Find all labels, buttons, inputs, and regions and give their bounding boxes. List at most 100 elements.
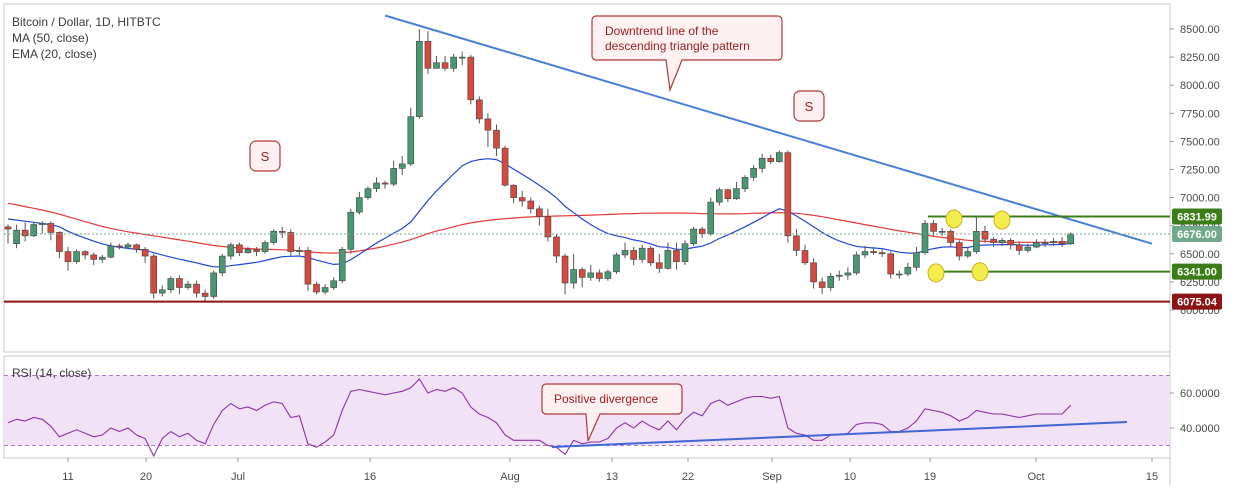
candle-body: [424, 41, 432, 69]
candle-body: [321, 287, 329, 293]
candle-body: [167, 278, 175, 291]
candle-body: [30, 224, 38, 237]
grid: [3, 3, 1171, 486]
candle-body: [578, 269, 586, 278]
candle-body: [270, 231, 277, 243]
candle-body: [236, 244, 243, 253]
candle-body: [681, 243, 689, 262]
ma-legend-item: MA (50, close): [12, 31, 89, 45]
candle-body: [895, 273, 903, 276]
candle-body: [835, 274, 843, 277]
candle-body: [501, 147, 509, 186]
candle-body: [921, 223, 929, 253]
candle-body: [150, 255, 157, 294]
candle-body: [381, 182, 389, 185]
price-label-text: 6341.00: [1177, 267, 1217, 279]
candle-body: [870, 251, 877, 253]
candle-body: [227, 244, 235, 257]
candle-body: [544, 216, 552, 238]
price-label-text: 6831.99: [1177, 211, 1217, 223]
candle-body: [844, 272, 852, 276]
candle-body: [1024, 246, 1032, 251]
candle-body: [793, 235, 800, 251]
candle-body: [887, 253, 895, 275]
candle-body: [647, 247, 655, 264]
candle-body: [253, 249, 260, 252]
downtrend-line: [384, 14, 1153, 245]
candle-body: [398, 163, 406, 169]
rsi-callout-box: [541, 383, 683, 442]
touch-marker: [971, 262, 989, 282]
time-tick-label: 15: [1146, 471, 1158, 483]
price-label-box: [1172, 226, 1222, 243]
candle-body: [13, 229, 20, 244]
candle-body: [38, 223, 46, 225]
candle-body: [116, 245, 123, 248]
candle-body: [767, 157, 775, 162]
candle-body: [450, 56, 457, 69]
candle-body: [218, 255, 226, 274]
candlesticks: [4, 29, 1074, 302]
candle-body: [56, 232, 63, 252]
candle-body: [1050, 241, 1057, 243]
candle-body: [570, 269, 577, 284]
candle-body: [390, 168, 397, 185]
candle-body: [313, 283, 320, 293]
candle-body: [330, 280, 337, 288]
candle-body: [407, 116, 415, 165]
candle-body: [73, 251, 80, 262]
time-tick-label: 16: [364, 471, 376, 483]
candle-body: [1067, 233, 1074, 244]
price-tick-label: 8250.00: [1180, 52, 1220, 64]
price-panel-frame: [3, 3, 1171, 353]
trend-callout-text: descending triangle pattern: [605, 39, 750, 53]
candle-body: [998, 240, 1006, 243]
time-tick-label: Sep: [762, 471, 782, 483]
candle-body: [964, 251, 972, 257]
candle-body: [938, 231, 946, 233]
candle-body: [810, 262, 817, 283]
candle-body: [1041, 242, 1049, 244]
candle-body: [801, 250, 809, 264]
s-label-text: S: [805, 99, 814, 114]
candle-body: [261, 242, 269, 252]
candle-body: [81, 251, 89, 256]
candle-body: [733, 188, 740, 200]
time-tick-label: 10: [844, 471, 856, 483]
time-tick-label: Aug: [500, 471, 520, 483]
price-tick-label: 7750.00: [1180, 108, 1220, 120]
touch-marker: [993, 210, 1011, 230]
candle-body: [21, 229, 29, 237]
candle-body: [698, 228, 706, 234]
price-label-text: 6075.04: [1177, 297, 1218, 309]
candle-body: [141, 249, 149, 257]
candle-body: [973, 231, 980, 252]
candle-body: [4, 226, 12, 230]
price-tick-label: 7000.00: [1180, 193, 1220, 205]
candle-body: [784, 152, 792, 237]
chart-legend: Bitcoin / Dollar, 1D, HITBTC MA (50, clo…: [12, 14, 161, 62]
candle-body: [176, 278, 183, 288]
ema-20-line: [7, 158, 1071, 268]
candle-body: [664, 250, 672, 269]
rsi-tick-label: 60.0000: [1180, 388, 1220, 400]
candle-body: [716, 189, 723, 203]
trend-callout-box: [591, 15, 783, 93]
candle-body: [133, 244, 140, 250]
rsi-panel: 60.0000 40.0000 Positive divergence: [4, 375, 1220, 458]
pattern-lines: [4, 14, 1170, 303]
candle-body: [347, 211, 355, 250]
time-tick-label: 22: [682, 471, 694, 483]
candle-body: [184, 283, 192, 288]
candle-body: [955, 242, 963, 257]
candle-body: [930, 223, 937, 232]
candle-body: [1033, 242, 1040, 248]
price-tick-label: 6500.00: [1180, 249, 1220, 261]
price-tick-label: 6250.00: [1180, 277, 1220, 289]
candle-body: [1058, 241, 1066, 244]
candle-body: [296, 250, 303, 252]
candle-body: [124, 244, 132, 248]
candle-body: [758, 157, 766, 169]
s-label-box: [793, 90, 825, 122]
